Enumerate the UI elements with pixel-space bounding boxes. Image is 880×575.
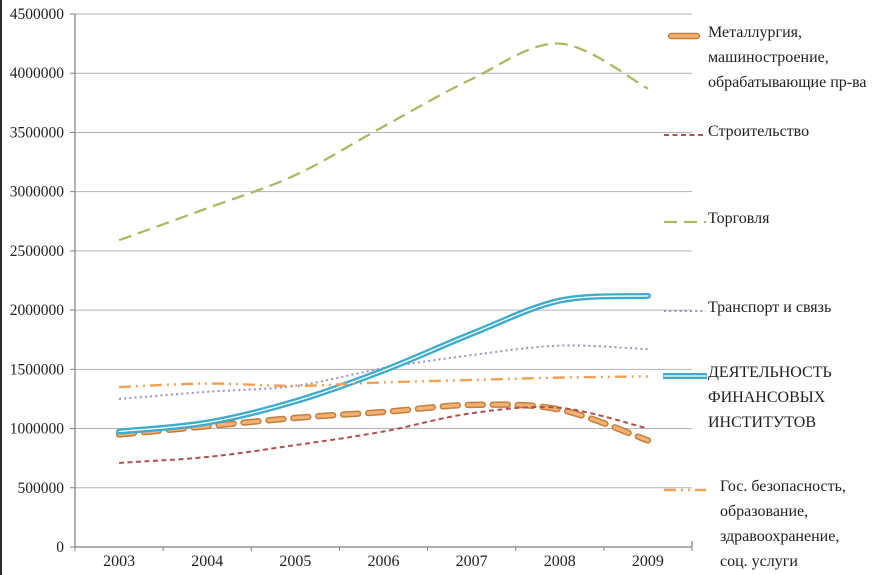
screenshot-left-border xyxy=(0,0,2,575)
series-construction-line xyxy=(119,406,649,464)
x-axis-label: 2008 xyxy=(544,553,576,570)
y-axis-label: 0 xyxy=(56,539,64,556)
x-axis-label: 2003 xyxy=(103,553,135,570)
y-axis-label: 1000000 xyxy=(10,421,65,438)
series-trade-line xyxy=(118,42,649,242)
series-gov-line xyxy=(119,375,648,389)
legend-key-construction-line-icon xyxy=(664,134,706,136)
x-axis-label: 2009 xyxy=(632,553,664,570)
legend-key-finance-line-icon xyxy=(663,373,707,379)
y-axis-label: 500000 xyxy=(18,480,65,497)
legend-label-finance: ДЕЯТЕЛЬНОСТЬ ФИНАНСОВЫХ ИНСТИТУТОВ xyxy=(708,364,832,431)
legend-key-metallurgy-line-icon xyxy=(667,32,701,40)
y-axis-label: 4000000 xyxy=(10,65,65,82)
legend-label-trade: Торговля xyxy=(708,210,770,227)
x-axis-label: 2004 xyxy=(191,553,223,570)
y-axis-label: 1500000 xyxy=(10,361,65,378)
series-metallurgy-line xyxy=(117,402,650,443)
legend-label-transport: Транспорт и связь xyxy=(708,299,832,316)
x-axis-label: 2007 xyxy=(456,553,488,570)
y-axis-label: 3000000 xyxy=(10,184,65,201)
legend-label-construction: Строительство xyxy=(708,123,810,140)
y-axis-label: 4500000 xyxy=(10,6,65,23)
x-axis-label: 2006 xyxy=(368,553,400,570)
y-axis-label: 3500000 xyxy=(10,124,65,141)
y-axis-label: 2000000 xyxy=(10,302,65,319)
x-axis-label: 2005 xyxy=(279,553,311,570)
legend-key-gov-line-icon xyxy=(664,488,706,492)
y-axis-label: 2500000 xyxy=(10,243,65,260)
legend-key-transport-line-icon xyxy=(664,310,706,312)
legend-label-gov: Гос. безопасность, образование, здравоох… xyxy=(720,478,846,570)
legend-key-trade-line-icon xyxy=(664,220,706,224)
legend-label-metallurgy: Металлургия, машиностроение, обрабатываю… xyxy=(708,24,867,91)
series-finance-line xyxy=(118,295,649,433)
